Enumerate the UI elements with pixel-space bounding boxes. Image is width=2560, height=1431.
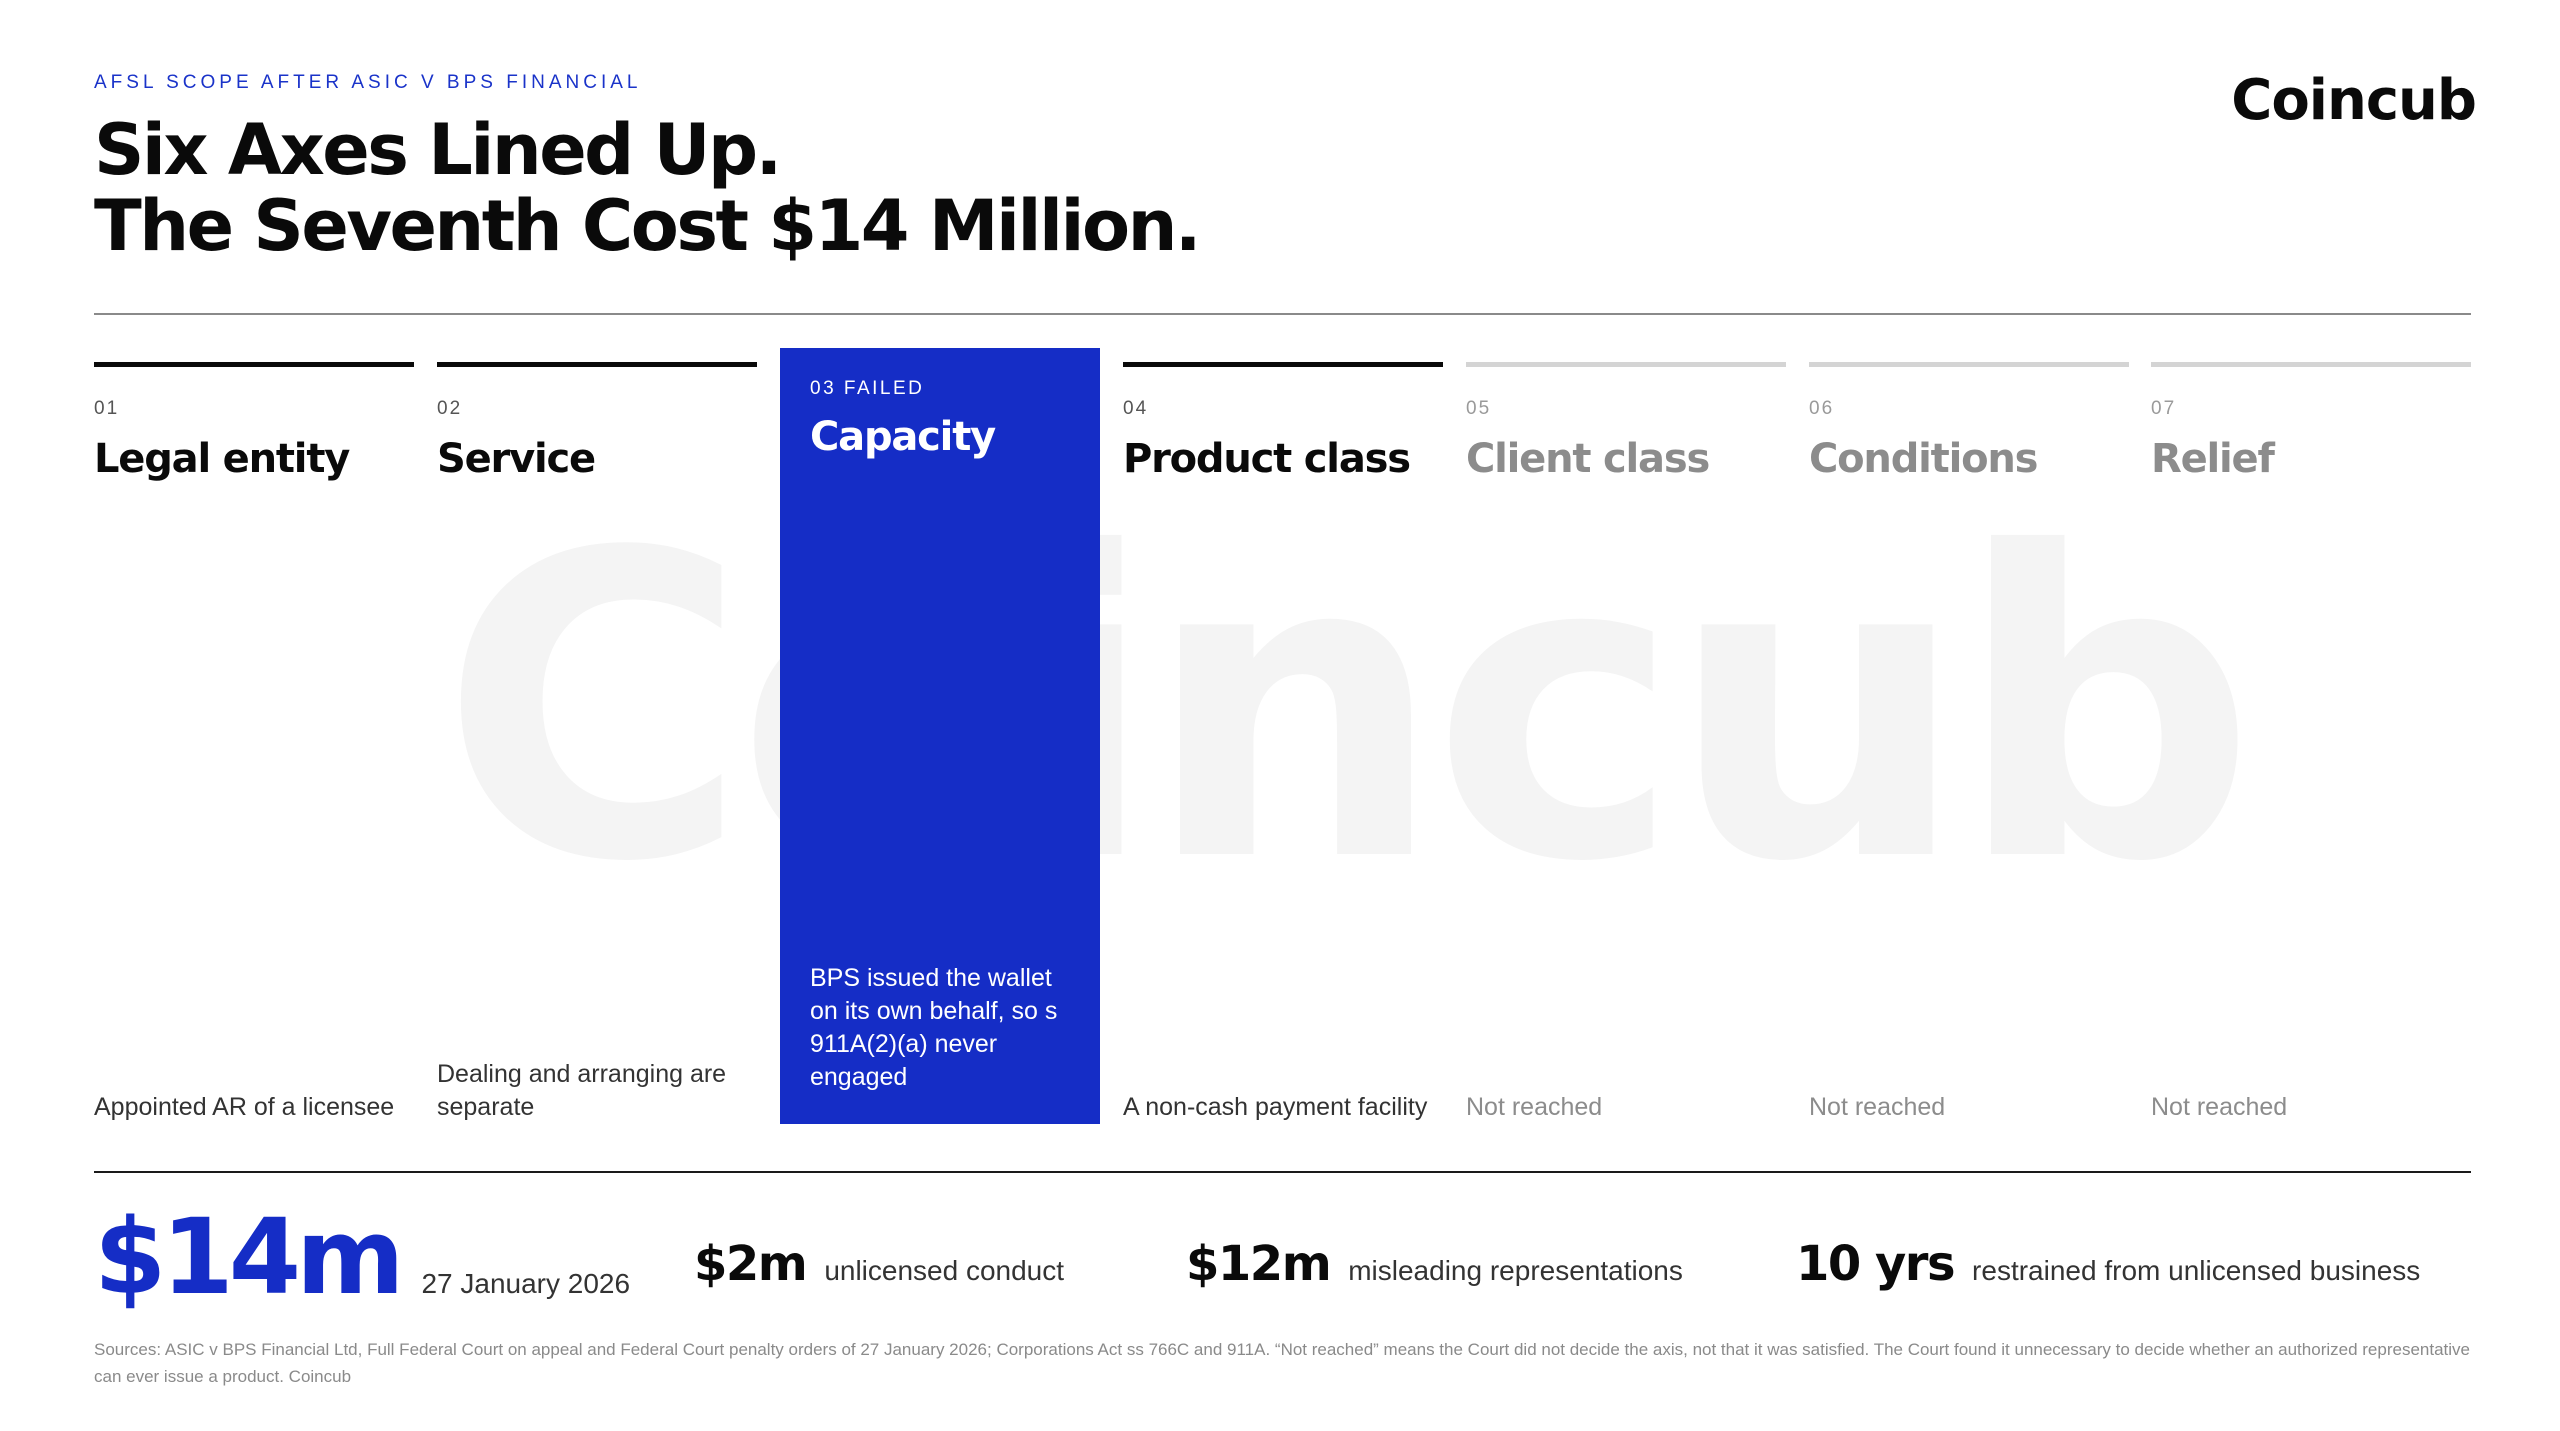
axis-number: 06 [1809,398,1835,419]
footer-divider [94,1171,2471,1173]
axes-row: 01 Legal entity Appointed AR of a licens… [94,348,2471,1124]
header-divider [94,313,2471,315]
axis-conditions: 06 Conditions Not reached [1809,350,2129,1124]
axis-note: Appointed AR of a licensee [94,1093,395,1121]
axis-note: BPS issued the wallet on its own behalf,… [810,964,1058,1091]
axis-note: Not reached [1466,1093,1603,1121]
axis-service: 02 Service Dealing and arranging are sep… [437,350,757,1124]
eyebrow-label: AFSL SCOPE AFTER ASIC V BPS FINANCIAL [94,72,642,93]
stat-value: 10 yrs [1796,1236,1956,1292]
page-title: Six Axes Lined Up. The Seventh Cost $14 … [94,109,1202,267]
axis-relief: 07 Relief Not reached [2151,350,2471,1124]
axis-name: Service [437,436,596,482]
page-title-line-1: Six Axes Lined Up. [94,109,782,191]
axis-name: Legal entity [94,436,350,482]
axis-status-bar [2151,362,2471,367]
watermark-logo: Coincub [440,465,2256,954]
axis-name: Conditions [1809,436,2038,482]
axis-note: Not reached [2151,1093,2288,1121]
axis-note: Dealing and arranging are separate [437,1060,727,1121]
axis-status-bar [437,362,757,367]
stat-total-penalty: $14m 27 January 2026 [94,1196,630,1318]
axis-status-bar [1123,362,1443,367]
axis-number: 07 [2151,398,2177,419]
axis-capacity-failed: 03 FAILED Capacity BPS issued the wallet… [780,348,1100,1124]
axis-status-bar [1466,362,1786,367]
axis-number: 05 [1466,398,1492,419]
brand-logo: Coincub [2231,68,2477,133]
stat-label: 27 January 2026 [421,1268,631,1299]
axis-name: Relief [2151,436,2275,482]
axis-product-class: 04 Product class A non-cash payment faci… [1123,350,1443,1124]
axis-number: 03 FAILED [810,378,925,399]
stat-value: $2m [694,1236,808,1292]
axis-status-bar [94,362,414,367]
axis-number: 04 [1123,398,1149,419]
page-title-line-2: The Seventh Cost $14 Million. [94,185,1202,267]
stat-label: restrained from unlicensed business [1972,1255,2421,1286]
axis-name: Capacity [810,414,996,460]
axis-legal-entity: 01 Legal entity Appointed AR of a licens… [94,350,414,1124]
stat-value: $12m [1186,1236,1332,1292]
axis-status-bar [1809,362,2129,367]
stat-misleading-representations: $12m misleading representations [1186,1236,1683,1292]
axis-name: Product class [1123,436,1411,482]
axis-number: 02 [437,398,463,419]
stat-label: misleading representations [1348,1255,1683,1286]
axis-note: A non-cash payment facility [1123,1093,1428,1121]
sources-footnote: Sources: ASIC v BPS Financial Ltd, Full … [94,1340,2470,1386]
axis-client-class: 05 Client class Not reached [1466,350,1786,1124]
axis-number: 01 [94,398,120,419]
axis-note: Not reached [1809,1093,1946,1121]
stat-label: unlicensed conduct [824,1255,1065,1286]
stat-value: $14m [94,1196,404,1318]
stat-restraint: 10 yrs restrained from unlicensed busines… [1796,1236,2420,1292]
axis-name: Client class [1466,436,1710,482]
stat-unlicensed-conduct: $2m unlicensed conduct [694,1236,1064,1292]
